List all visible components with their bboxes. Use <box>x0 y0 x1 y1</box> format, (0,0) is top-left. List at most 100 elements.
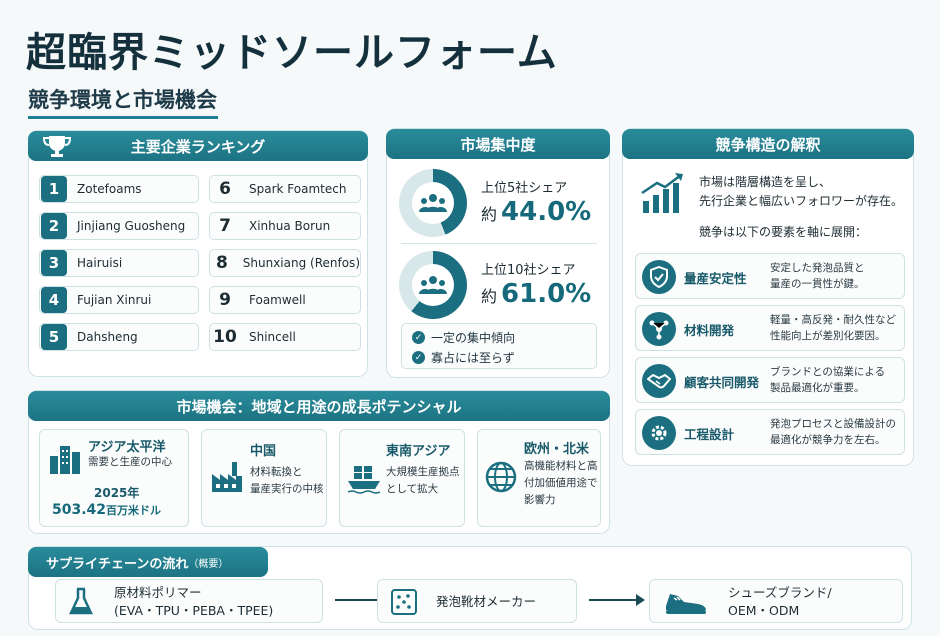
page-subtitle: 競争環境と市場機会 <box>28 88 217 112</box>
subtitle-underline <box>28 116 218 119</box>
factor-desc: 軽量・高反発・耐久性など 性能向上が差別化要因。 <box>770 314 896 342</box>
supply-chain-title-suffix: （概要） <box>188 558 229 570</box>
factor-label: 量産安定性 <box>684 270 747 286</box>
top5-donut <box>399 169 467 237</box>
rank-number: 4 <box>41 287 67 313</box>
ranking-title: 主要企業ランキング <box>130 137 266 156</box>
gear-icon <box>642 416 676 450</box>
ranking-item: 4 Fujian Xinrui <box>39 286 199 314</box>
factor-label: 材料開発 <box>684 322 735 338</box>
company-name: Spark Foamtech <box>249 182 347 196</box>
concentration-title: 市場集中度 <box>460 135 536 154</box>
ranking-item: 2 Jinjiang Guosheng <box>39 212 199 240</box>
note-item: ✓ 一定の集中傾向 <box>412 329 515 346</box>
ranking-header: 主要企業ランキング <box>28 131 368 161</box>
rank-number: 10 <box>213 327 237 347</box>
cargo-ship-icon <box>347 466 381 494</box>
rank-number: 6 <box>219 179 231 199</box>
factor-label: 工程設計 <box>684 426 735 442</box>
ranking-item: 7 Xinhua Borun <box>209 212 361 240</box>
supply-chain-title: サプライチェーンの流れ <box>46 556 189 572</box>
supply-step-raw-materials: 原材料ポリマー (EVA・TPU・PEBA・TPEE) <box>55 579 323 623</box>
opportunities-title: 市場機会：地域と用途の成長ポテンシャル <box>176 397 462 416</box>
rank-number: 9 <box>219 290 231 310</box>
ranking-item: 1 Zotefoams <box>39 175 199 203</box>
factor-item: 量産安定性 安定した発泡品質と 量産の一貫性が鍵。 <box>635 253 905 299</box>
people-icon <box>419 194 447 212</box>
people-icon <box>419 276 447 294</box>
interpretation-header: 競争構造の解釈 <box>622 129 914 159</box>
opportunity-card-europe-na: 欧州・北米 高機能材料と高 付加価値用途で 影響力 <box>477 429 601 527</box>
globe-icon <box>485 461 517 493</box>
step-text: 発泡靴材メーカー <box>436 594 537 609</box>
step-text: シューズブランド/OEM・ODM <box>728 585 832 618</box>
opportunities-header: 市場機会：地域と用途の成長ポテンシャル <box>28 391 610 421</box>
company-name: Zotefoams <box>77 182 142 196</box>
trophy-icon <box>42 136 72 157</box>
page-title: 超臨界ミッドソールフォーム <box>26 30 558 76</box>
company-name: Shincell <box>249 330 296 344</box>
check-icon: ✓ <box>412 331 425 344</box>
card-title: 東南アジア <box>386 444 451 459</box>
company-name: Hairuisi <box>77 256 123 270</box>
check-icon: ✓ <box>412 351 425 364</box>
company-name: Xinhua Borun <box>249 219 331 233</box>
interpretation-panel: 競争構造の解釈 市場は階層構造を呈し、 先行企業と幅広いフォロワーが存在。 競争… <box>622 128 914 466</box>
card-stat-year: 2025年 <box>94 486 140 500</box>
top10-label: 上位10社シェア <box>481 263 576 278</box>
card-stat-value: 503.42百万米ドル <box>52 502 162 518</box>
opportunity-card-china: 中国 材料転換と 量産実行の中核 <box>201 429 327 527</box>
molecule-icon <box>642 312 676 346</box>
card-title: 欧州・北米 <box>524 442 590 457</box>
interpretation-text: 市場は階層構造を呈し、 先行企業と幅広いフォロワーが存在。 <box>699 175 904 208</box>
ranking-item: 10 Shincell <box>209 323 361 351</box>
supply-chain-panel: サプライチェーンの流れ （概要） 原材料ポリマー (EVA・TPU・PEBA・TP… <box>28 546 912 630</box>
factor-item: 材料開発 軽量・高反発・耐久性など 性能向上が差別化要因。 <box>635 305 905 351</box>
rank-number: 5 <box>41 324 67 350</box>
top5-label: 上位5社シェア <box>481 181 568 196</box>
top5-value: 約 44.0% <box>481 197 592 227</box>
rank-number: 7 <box>219 216 231 236</box>
factor-label: 顧客共同開発 <box>684 374 760 390</box>
growth-chart-icon <box>641 173 683 213</box>
divider <box>401 243 597 244</box>
factor-item: 顧客共同開発 ブランドとの協業による 製品最適化が重要。 <box>635 357 905 403</box>
flow-arrow-icon <box>589 594 645 606</box>
supply-chain-header: サプライチェーンの流れ （概要） <box>28 547 268 577</box>
step-text: 原材料ポリマー (EVA・TPU・PEBA・TPEE) <box>114 585 274 618</box>
factor-desc: 安定した発泡品質と 量産の一貫性が鍵。 <box>770 262 865 290</box>
opportunities-panel: 市場機会：地域と用途の成長ポテンシャル アジア太平洋 需要と生産の中心 2025… <box>28 390 610 534</box>
city-buildings-icon <box>50 446 80 474</box>
ranking-item: 3 Hairuisi <box>39 249 199 277</box>
ranking-item: 9 Foamwell <box>209 286 361 314</box>
factory-icon <box>212 462 242 492</box>
flask-icon <box>69 587 93 615</box>
ranking-item: 6 Spark Foamtech <box>209 175 361 203</box>
card-desc: 大規模生産拠点 として拡大 <box>386 466 460 495</box>
shield-check-icon <box>642 260 676 294</box>
rank-number: 2 <box>41 213 67 239</box>
foam-sheet-icon <box>391 589 417 615</box>
top10-value: 約 61.0% <box>481 279 592 309</box>
opportunity-card-asia-pacific: アジア太平洋 需要と生産の中心 2025年 503.42百万米ドル <box>39 429 189 527</box>
card-desc: 高機能材料と高 付加価値用途で 影響力 <box>524 460 598 506</box>
card-title: 中国 <box>250 444 277 459</box>
rank-number: 8 <box>215 253 228 273</box>
supply-step-shoe-brand: シューズブランド/OEM・ODM <box>649 579 903 623</box>
card-title: アジア太平洋 <box>88 440 166 455</box>
top10-donut <box>399 251 467 319</box>
factor-item: 工程設計 発泡プロセスと設備設計の 最適化が競争力を左右。 <box>635 409 905 455</box>
factor-desc: ブランドとの協業による 製品最適化が重要。 <box>770 366 886 394</box>
concentration-header: 市場集中度 <box>386 129 610 159</box>
concentration-panel: 市場集中度 上位5社シェア 約 44.0% 上位10社シェア 約 61.0% ✓ 一… <box>386 128 610 378</box>
shoe-icon <box>666 594 706 614</box>
ranking-item: 8 Shunxiang (Renfos) <box>209 249 361 277</box>
note-item: ✓ 寡占には至らず <box>412 349 515 366</box>
company-name: Fujian Xinrui <box>77 293 152 307</box>
rank-number: 3 <box>41 250 67 276</box>
ranking-panel: 主要企業ランキング 1 Zotefoams 2 Jinjiang Guoshen… <box>28 130 368 377</box>
company-name: Dahsheng <box>77 330 138 344</box>
supply-step-foam-maker: 発泡靴材メーカー <box>377 579 577 623</box>
handshake-icon <box>642 364 676 398</box>
card-desc: 材料転換と 量産実行の中核 <box>250 466 324 495</box>
